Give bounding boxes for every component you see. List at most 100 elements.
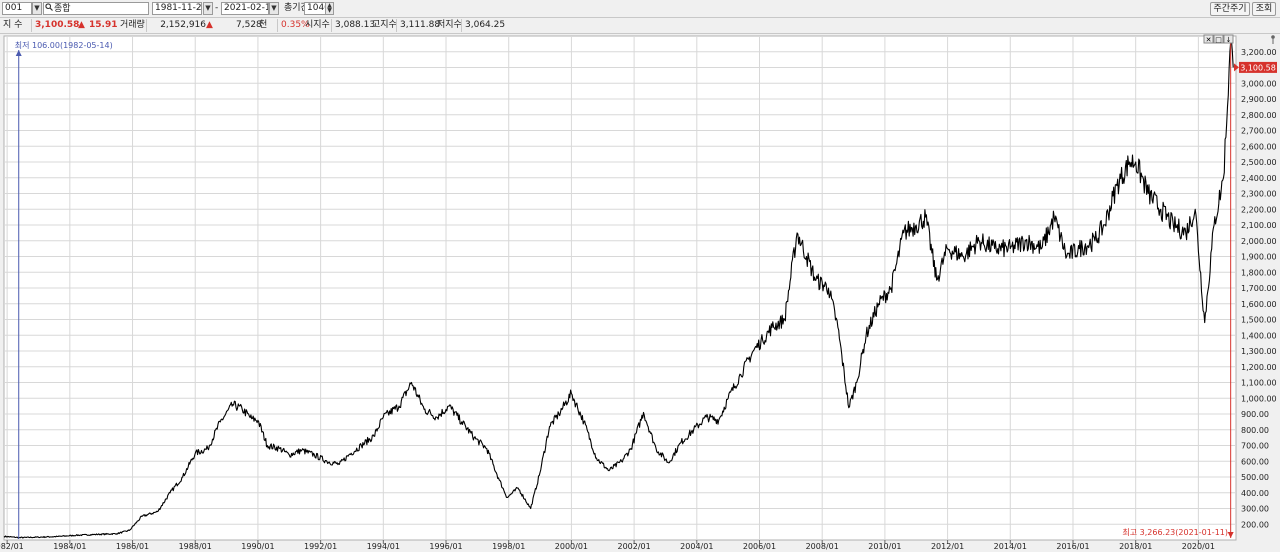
period-label: 총기간 [284, 3, 309, 13]
current-price-tag: 3,100.58 [1234, 61, 1277, 73]
y-tick-label: 1,200.00 [1241, 363, 1277, 372]
y-tick-label: 3,000.00 [1241, 79, 1277, 88]
price-line [3, 40, 1234, 539]
high-value: 3,111.88 [396, 19, 440, 32]
y-tick-label: 1,700.00 [1241, 284, 1277, 293]
current-pointer-icon [1234, 63, 1239, 72]
x-tick-label: 1988/01 [179, 542, 212, 551]
chart-window-controls: ✕ □ ↓ [1203, 34, 1234, 44]
code-dropdown-button[interactable]: ▼ [32, 2, 42, 15]
volume-change: 7,528 [236, 20, 262, 30]
weekly-cycle-button[interactable]: 주간주기 [1210, 2, 1250, 16]
index-search-field[interactable]: 종합 [43, 2, 149, 15]
index-name: 종합 [54, 4, 71, 14]
price-chart[interactable]: 200.00 300.00 400.00 500.00 600.00 700.00 800.… [0, 34, 1280, 552]
index-label: 지 수 [3, 20, 23, 30]
y-tick-label: 2,000.00 [1241, 237, 1277, 246]
current-price-label: 3,100.58 [1240, 63, 1276, 72]
close-chart-button[interactable] [1203, 34, 1214, 44]
low-annotation: 최저 106.00(1982-05-14) [15, 40, 113, 50]
x-tick-label: 1986/01 [116, 542, 149, 551]
high-label: 고지수 [372, 20, 397, 30]
minimize-icon[interactable]: ↓ [1226, 36, 1232, 44]
y-tick-label: 3,200.00 [1241, 48, 1277, 57]
change-value: 15.91 [89, 20, 118, 30]
code-input[interactable]: 001 [2, 2, 32, 15]
y-tick-label: 1,300.00 [1241, 347, 1277, 356]
start-date-picker-button[interactable]: ▼ [203, 2, 213, 15]
y-tick-label: 1,000.00 [1241, 394, 1277, 403]
x-tick-label: 1984/01 [53, 542, 86, 551]
volume-label: 거래량 [120, 20, 145, 30]
y-tick-label: 300.00 [1241, 505, 1269, 514]
y-tick-label: 800.00 [1241, 426, 1269, 435]
y-tick-label: 2,100.00 [1241, 221, 1277, 230]
open-value: 3,088.13 [331, 19, 375, 32]
y-tick-label: 2,900.00 [1241, 95, 1277, 104]
y-tick-label: 1,500.00 [1241, 316, 1277, 325]
y-tick-label: 2,400.00 [1241, 174, 1277, 183]
quote-bar: 지 수 3,100.58 ▲ 15.91 거래량 2,152,916 ▲ 7,5… [0, 18, 1280, 34]
x-tick-label: 2002/01 [617, 542, 650, 551]
search-icon[interactable] [44, 3, 54, 14]
index-value: 3,100.58 [31, 19, 79, 32]
y-tick-label: 1,400.00 [1241, 331, 1277, 340]
x-tick-label: 2012/01 [931, 542, 964, 551]
x-tick-label: 1982/01 [0, 542, 24, 551]
y-tick-label: 1,800.00 [1241, 268, 1277, 277]
y-tick-label: 400.00 [1241, 489, 1269, 498]
x-tick-label: 1994/01 [367, 542, 400, 551]
y-tick-label: 2,700.00 [1241, 127, 1277, 136]
pin-icon[interactable] [1271, 35, 1275, 44]
toolbar: 001 ▼ 종합 1981-11-28 ▼ - 2021-02-10 ▼ 총기간… [0, 0, 1280, 18]
y-tick-label: 1,900.00 [1241, 253, 1277, 262]
x-tick-label: 2004/01 [680, 542, 713, 551]
end-date-input[interactable]: 2021-02-10 [221, 2, 269, 15]
x-tick-label: 2008/01 [806, 542, 839, 551]
x-tick-label: 2010/01 [868, 542, 901, 551]
low-marker: 최저 106.00(1982-05-14) [15, 40, 113, 540]
end-date-picker-button[interactable]: ▼ [269, 2, 279, 15]
date-separator: - [215, 3, 219, 13]
y-tick-label: 200.00 [1241, 520, 1269, 529]
low-label: 저지수 [437, 20, 462, 30]
x-tick-label: 2018/01 [1119, 542, 1152, 551]
low-value: 3,064.25 [461, 19, 505, 32]
minimize-chart-button[interactable] [1223, 34, 1234, 44]
y-tick-label: 500.00 [1241, 473, 1269, 482]
query-button[interactable]: 조회 [1252, 2, 1276, 16]
y-tick-label: 2,600.00 [1241, 142, 1277, 151]
x-tick-label: 2006/01 [743, 542, 776, 551]
close-icon[interactable]: ✕ [1206, 36, 1212, 44]
up-arrow-icon [15, 50, 22, 56]
x-tick-label: 2014/01 [994, 542, 1027, 551]
maximize-chart-button[interactable] [1213, 34, 1224, 44]
x-tick-label: 1990/01 [241, 542, 274, 551]
x-tick-label: 1996/01 [429, 542, 462, 551]
x-tick-label: 2016/01 [1056, 542, 1089, 551]
x-axis: 1982/01 1984/01 1986/01 1988/01 1990/01 1992/… [0, 540, 1215, 551]
change-percent: 0.35% [277, 19, 310, 32]
volume-value: 2,152,916 [146, 19, 208, 32]
y-tick-label: 2,200.00 [1241, 205, 1277, 214]
up-arrow-icon: ▲ [78, 20, 85, 30]
y-tick-label: 2,300.00 [1241, 190, 1277, 199]
x-tick-label: 2000/01 [555, 542, 588, 551]
y-tick-label: 1,100.00 [1241, 379, 1277, 388]
y-tick-label: 700.00 [1241, 442, 1269, 451]
high-marker: 최고 3,266.23(2021-01-11) [1122, 41, 1234, 538]
start-date-input[interactable]: 1981-11-28 [152, 2, 202, 15]
period-input[interactable]: 1046 [304, 2, 326, 15]
maximize-icon[interactable]: □ [1215, 36, 1222, 44]
volume-unit: 천 [259, 20, 268, 30]
period-spinner[interactable]: ▲ ▼ [325, 2, 334, 15]
y-axis: 200.00 300.00 400.00 500.00 600.00 700.00 800.… [1241, 48, 1277, 530]
high-annotation: 최고 3,266.23(2021-01-11) [1122, 527, 1228, 537]
x-tick-label: 2020/01 [1182, 542, 1215, 551]
y-tick-label: 1,600.00 [1241, 300, 1277, 309]
y-tick-label: 600.00 [1241, 457, 1269, 466]
volume-up-arrow-icon: ▲ [206, 20, 213, 30]
open-label: 시지수 [305, 20, 330, 30]
current-price-box [1239, 61, 1277, 73]
down-arrow-icon [1227, 532, 1234, 538]
